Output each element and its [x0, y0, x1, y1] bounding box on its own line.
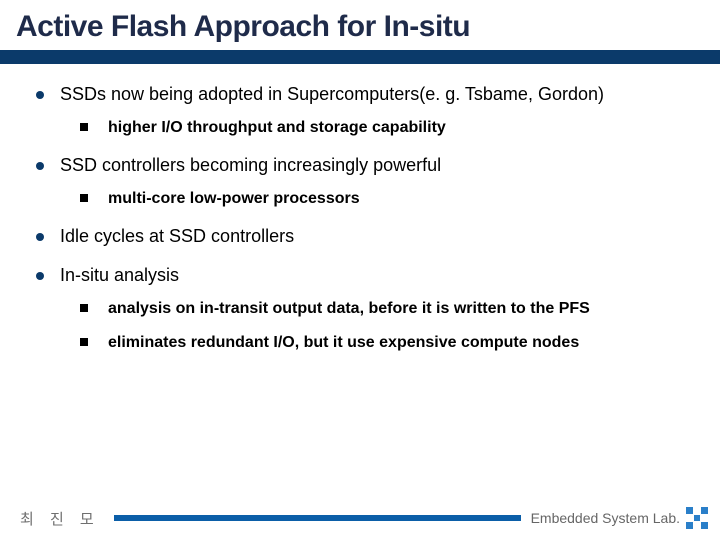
list-item: eliminates redundant I/O, but it use exp…	[80, 334, 692, 352]
title-area: Active Flash Approach for In-situ	[0, 0, 720, 44]
bullet-text: multi-core low-power processors	[108, 190, 360, 207]
footer-author: 최 진 모	[20, 508, 100, 529]
list-item: multi-core low-power processors	[80, 190, 692, 208]
title-divider	[0, 50, 720, 64]
bullet-text: In-situ analysis	[60, 265, 179, 285]
bullet-text: analysis on in-transit output data, befo…	[108, 300, 590, 317]
list-item: SSDs now being adopted in Supercomputers…	[36, 84, 692, 137]
sub-list: analysis on in-transit output data, befo…	[60, 300, 692, 352]
bullet-text: higher I/O throughput and storage capabi…	[108, 119, 446, 136]
footer-bar	[114, 515, 521, 521]
list-item: SSD controllers becoming increasingly po…	[36, 155, 692, 208]
bullet-text: eliminates redundant I/O, but it use exp…	[108, 334, 579, 351]
bullet-text: Idle cycles at SSD controllers	[60, 226, 294, 246]
list-item: analysis on in-transit output data, befo…	[80, 300, 692, 318]
footer: 최 진 모 Embedded System Lab.	[0, 506, 720, 530]
footer-lab-label: Embedded System Lab.	[531, 510, 680, 526]
list-item: In-situ analysis analysis on in-transit …	[36, 265, 692, 352]
list-item: higher I/O throughput and storage capabi…	[80, 119, 692, 137]
bullet-text: SSD controllers becoming increasingly po…	[60, 155, 441, 175]
slide-body: SSDs now being adopted in Supercomputers…	[0, 64, 720, 352]
bullet-list: SSDs now being adopted in Supercomputers…	[36, 84, 692, 352]
sub-list: higher I/O throughput and storage capabi…	[60, 119, 692, 137]
bullet-text: SSDs now being adopted in Supercomputers…	[60, 84, 604, 104]
slide-title: Active Flash Approach for In-situ	[16, 10, 704, 44]
slide: Active Flash Approach for In-situ SSDs n…	[0, 0, 720, 540]
list-item: Idle cycles at SSD controllers	[36, 226, 692, 247]
sub-list: multi-core low-power processors	[60, 190, 692, 208]
lab-logo-icon	[686, 507, 708, 529]
